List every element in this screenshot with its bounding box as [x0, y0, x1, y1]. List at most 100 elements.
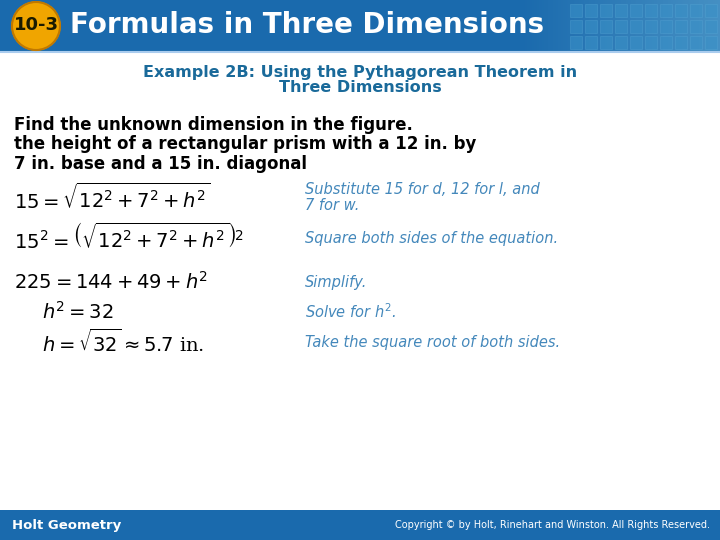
- Bar: [649, 0, 650, 52]
- Bar: [524, 0, 525, 52]
- Bar: [562, 0, 563, 52]
- Bar: [601, 0, 602, 52]
- Bar: [526, 0, 527, 52]
- Bar: [645, 20, 657, 33]
- Bar: [571, 0, 572, 52]
- Bar: [665, 0, 666, 52]
- Bar: [711, 0, 712, 52]
- Bar: [690, 4, 702, 17]
- Bar: [640, 0, 641, 52]
- Bar: [705, 4, 717, 17]
- Bar: [713, 0, 714, 52]
- Bar: [647, 0, 648, 52]
- Text: $h = \sqrt{32} \approx 5.7$ in.: $h = \sqrt{32} \approx 5.7$ in.: [42, 328, 204, 356]
- Bar: [622, 0, 623, 52]
- Bar: [529, 0, 530, 52]
- Bar: [586, 0, 587, 52]
- Bar: [653, 0, 654, 52]
- Bar: [636, 0, 637, 52]
- Text: 10-3: 10-3: [14, 16, 58, 34]
- Bar: [643, 0, 644, 52]
- Bar: [573, 0, 574, 52]
- Bar: [585, 4, 597, 17]
- Bar: [642, 0, 643, 52]
- Bar: [706, 0, 707, 52]
- Bar: [563, 0, 564, 52]
- Bar: [693, 0, 694, 52]
- Text: Substitute 15 for d, 12 for l, and: Substitute 15 for d, 12 for l, and: [305, 181, 540, 197]
- Bar: [697, 0, 698, 52]
- Bar: [654, 0, 655, 52]
- Text: Example 2B: Using the Pythagorean Theorem in: Example 2B: Using the Pythagorean Theore…: [143, 64, 577, 79]
- Text: Square both sides of the equation.: Square both sides of the equation.: [305, 231, 558, 246]
- Bar: [556, 0, 557, 52]
- Bar: [690, 0, 691, 52]
- Bar: [696, 0, 697, 52]
- Bar: [546, 0, 547, 52]
- Bar: [666, 0, 667, 52]
- Bar: [585, 36, 597, 49]
- Text: Three Dimensions: Three Dimensions: [279, 80, 441, 96]
- Bar: [611, 0, 612, 52]
- Bar: [613, 0, 614, 52]
- Bar: [534, 0, 535, 52]
- Bar: [600, 36, 612, 49]
- Bar: [565, 0, 566, 52]
- Bar: [605, 0, 606, 52]
- Bar: [558, 0, 559, 52]
- Bar: [637, 0, 638, 52]
- Text: $225 = 144 + 49 + h^2$: $225 = 144 + 49 + h^2$: [14, 271, 208, 293]
- Bar: [641, 0, 642, 52]
- Bar: [705, 0, 706, 52]
- Bar: [664, 0, 665, 52]
- Bar: [585, 0, 586, 52]
- Bar: [589, 0, 590, 52]
- Bar: [555, 0, 556, 52]
- Text: Find the unknown dimension in the figure.: Find the unknown dimension in the figure…: [14, 116, 413, 134]
- Bar: [525, 0, 526, 52]
- Bar: [585, 20, 597, 33]
- Bar: [551, 0, 552, 52]
- Bar: [675, 0, 676, 52]
- Text: 7 for w.: 7 for w.: [305, 198, 359, 213]
- Bar: [550, 0, 551, 52]
- Bar: [527, 0, 528, 52]
- Bar: [660, 36, 672, 49]
- Bar: [615, 20, 627, 33]
- Bar: [672, 0, 673, 52]
- Bar: [570, 20, 582, 33]
- Bar: [532, 0, 533, 52]
- Bar: [584, 0, 585, 52]
- Bar: [570, 4, 582, 17]
- Bar: [528, 0, 529, 52]
- Bar: [547, 0, 548, 52]
- Bar: [615, 36, 627, 49]
- Bar: [544, 0, 545, 52]
- Bar: [714, 0, 715, 52]
- Bar: [587, 0, 588, 52]
- Bar: [560, 0, 561, 52]
- Bar: [581, 0, 582, 52]
- Bar: [616, 0, 617, 52]
- Bar: [520, 0, 521, 52]
- Bar: [695, 0, 696, 52]
- Bar: [650, 0, 651, 52]
- Bar: [712, 0, 713, 52]
- Bar: [570, 36, 582, 49]
- Bar: [536, 0, 537, 52]
- Bar: [617, 0, 618, 52]
- Bar: [521, 0, 522, 52]
- Bar: [658, 0, 659, 52]
- Bar: [705, 20, 717, 33]
- Bar: [630, 20, 642, 33]
- Bar: [599, 0, 600, 52]
- Bar: [598, 0, 599, 52]
- Bar: [541, 0, 542, 52]
- Bar: [677, 0, 678, 52]
- Bar: [715, 0, 716, 52]
- Bar: [639, 0, 640, 52]
- Bar: [596, 0, 597, 52]
- Bar: [593, 0, 594, 52]
- Bar: [670, 0, 671, 52]
- Text: the height of a rectangular prism with a 12 in. by: the height of a rectangular prism with a…: [14, 135, 477, 153]
